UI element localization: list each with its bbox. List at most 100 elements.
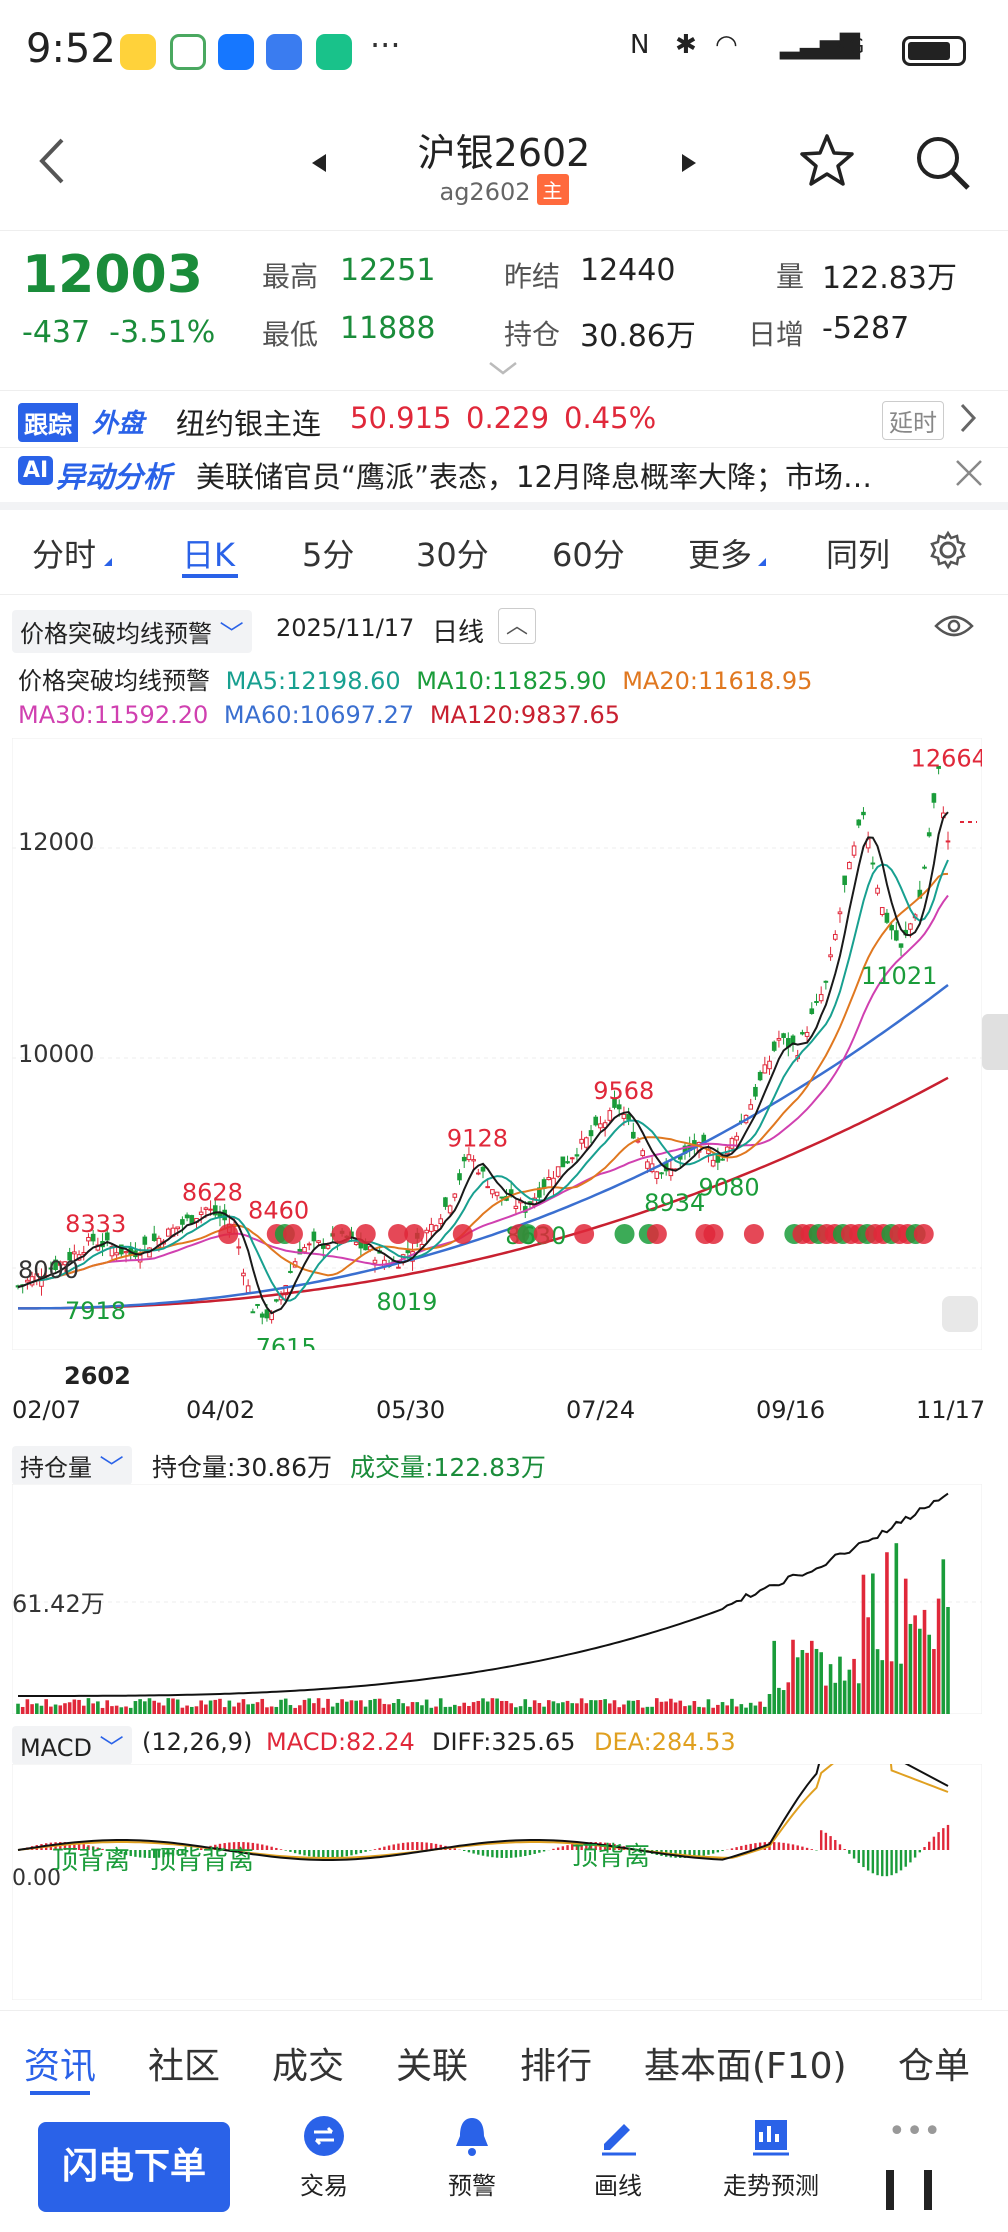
candle <box>588 1130 594 1137</box>
candle <box>485 1186 490 1189</box>
close-icon[interactable] <box>954 458 984 488</box>
macd-bar <box>735 1847 738 1850</box>
quick-order-button[interactable]: 闪电下单 <box>38 2122 230 2212</box>
tracking-tag: 跟踪 <box>18 403 78 442</box>
tab-ranking[interactable]: 排行 <box>520 2046 593 2087</box>
volume-bar <box>180 1707 185 1714</box>
volume-bar <box>344 1701 349 1714</box>
external-price: 50.915 <box>350 401 452 435</box>
oi-panel-header: 持仓量 ﹀ 持仓量:30.86万 成交量:122.83万 <box>0 1444 1008 1485</box>
candle <box>429 1223 434 1232</box>
macd-bar <box>256 1843 259 1850</box>
volume-bar <box>96 1701 100 1714</box>
volume-bar <box>222 1707 227 1714</box>
volume-bar <box>321 1707 326 1714</box>
macd-bar <box>134 1850 137 1857</box>
tab-community[interactable]: 社区 <box>148 2046 221 2087</box>
candle <box>818 994 824 1002</box>
dock-alert[interactable]: 预警 <box>412 2114 532 2201</box>
indicator-selector[interactable]: 价格突破均线预警 ﹀ <box>12 610 252 653</box>
candlestick-chart[interactable]: 1266411021956889349080912886308628846083… <box>12 738 982 1350</box>
tab-intraday[interactable]: 分时 <box>32 536 97 574</box>
volume-value: 122.83万 <box>822 261 957 296</box>
ai-marker <box>218 1224 239 1244</box>
tab-fundamentals[interactable]: 基本面(F10) <box>644 2046 847 2087</box>
shield-app-icon <box>316 34 352 70</box>
x-label: 11/17 <box>916 1396 986 1424</box>
tab-5min[interactable]: 5分 <box>302 536 355 574</box>
tab-news[interactable]: 资讯 <box>24 2046 97 2087</box>
candle <box>109 1246 115 1257</box>
change-pct: -3.51% <box>109 315 216 350</box>
volume-bar <box>734 1706 739 1714</box>
side-drawer-handle[interactable] <box>982 1014 1008 1070</box>
candle <box>466 1154 472 1161</box>
dock-forecast[interactable]: 走势预测 <box>706 2114 836 2201</box>
volume-bar <box>283 1698 288 1714</box>
volume-bar <box>157 1702 161 1714</box>
macd-bar <box>138 1850 142 1858</box>
volume-bar <box>570 1703 575 1714</box>
prev-contract-icon[interactable] <box>310 152 328 174</box>
volume-bar <box>453 1704 457 1714</box>
expand-chevron-icon[interactable] <box>488 361 518 377</box>
candle <box>884 912 890 923</box>
volume-bar <box>359 1700 363 1714</box>
settings-gear-icon[interactable] <box>928 530 968 570</box>
external-market-row[interactable]: 跟踪 外盘 纽约银主连 50.915 0.229 0.45% 延时 <box>0 390 1008 448</box>
dock-trade[interactable]: 交易 <box>264 2114 384 2201</box>
oi-selector[interactable]: 持仓量 ﹀ <box>12 1446 132 1485</box>
macd-bar <box>153 1850 156 1858</box>
candle <box>212 1205 218 1216</box>
candle <box>490 1189 495 1195</box>
macd-bar <box>876 1850 879 1876</box>
nav-bar-home-indicator <box>886 2170 932 2210</box>
dock-draw[interactable]: 画线 <box>558 2114 678 2201</box>
x-label: 09/16 <box>756 1396 826 1424</box>
favorite-star-icon[interactable] <box>798 132 856 190</box>
macd-bar <box>364 1850 367 1852</box>
volume-bar <box>232 1706 236 1714</box>
macd-bar <box>716 1850 720 1853</box>
search-icon[interactable] <box>914 134 972 192</box>
oi-axis-label: 61.42万 <box>12 1590 105 1618</box>
volume-bar <box>499 1700 504 1714</box>
open-interest-chart[interactable] <box>12 1484 982 1714</box>
chart-date: 2025/11/17 <box>276 614 415 642</box>
candle <box>471 1159 476 1162</box>
macd-bar <box>787 1843 790 1850</box>
macd-selector[interactable]: MACD ﹀ <box>12 1726 132 1765</box>
volume-bar <box>44 1699 48 1714</box>
candle <box>288 1270 293 1273</box>
macd-bar <box>744 1844 748 1850</box>
macd-bar <box>791 1844 795 1850</box>
tab-more[interactable]: 更多 <box>688 536 753 574</box>
tab-30min[interactable]: 30分 <box>416 536 489 574</box>
tab-warehouse-receipt[interactable]: 仓单 <box>898 2046 971 2087</box>
next-contract-icon[interactable] <box>680 152 698 174</box>
external-change: 0.229 <box>466 401 550 435</box>
tab-60min[interactable]: 60分 <box>552 536 625 574</box>
tab-related[interactable]: 关联 <box>396 2046 469 2087</box>
last-price: 12003 <box>22 245 203 305</box>
tab-daily-k[interactable]: 日K <box>182 536 235 574</box>
macd-chart[interactable] <box>12 1764 982 2000</box>
volume-bar <box>312 1703 316 1714</box>
macd-bar <box>486 1850 489 1857</box>
volume-bar <box>143 1701 147 1714</box>
macd-bar <box>519 1850 522 1857</box>
volume-bar <box>138 1699 142 1714</box>
tab-trades[interactable]: 成交 <box>272 2046 345 2087</box>
more-dots-icon[interactable]: ••• <box>888 2114 942 2149</box>
tab-compare[interactable]: 同列 <box>826 536 891 574</box>
fullscreen-icon[interactable] <box>942 1296 978 1332</box>
eye-icon[interactable] <box>934 614 974 638</box>
back-icon[interactable] <box>34 136 68 186</box>
volume-bar <box>889 1661 894 1714</box>
ai-analysis-row[interactable]: AI 异动分析 美联储官员“鹰派”表态，12月降息概率大降；市场… <box>0 446 1008 510</box>
contract-code-text: ag2602 <box>439 178 531 206</box>
macd-bar <box>481 1850 485 1856</box>
macd-bar <box>232 1842 236 1850</box>
volume-bar <box>795 1657 800 1714</box>
collapse-chevron-up-icon[interactable]: ︿ <box>498 608 536 644</box>
